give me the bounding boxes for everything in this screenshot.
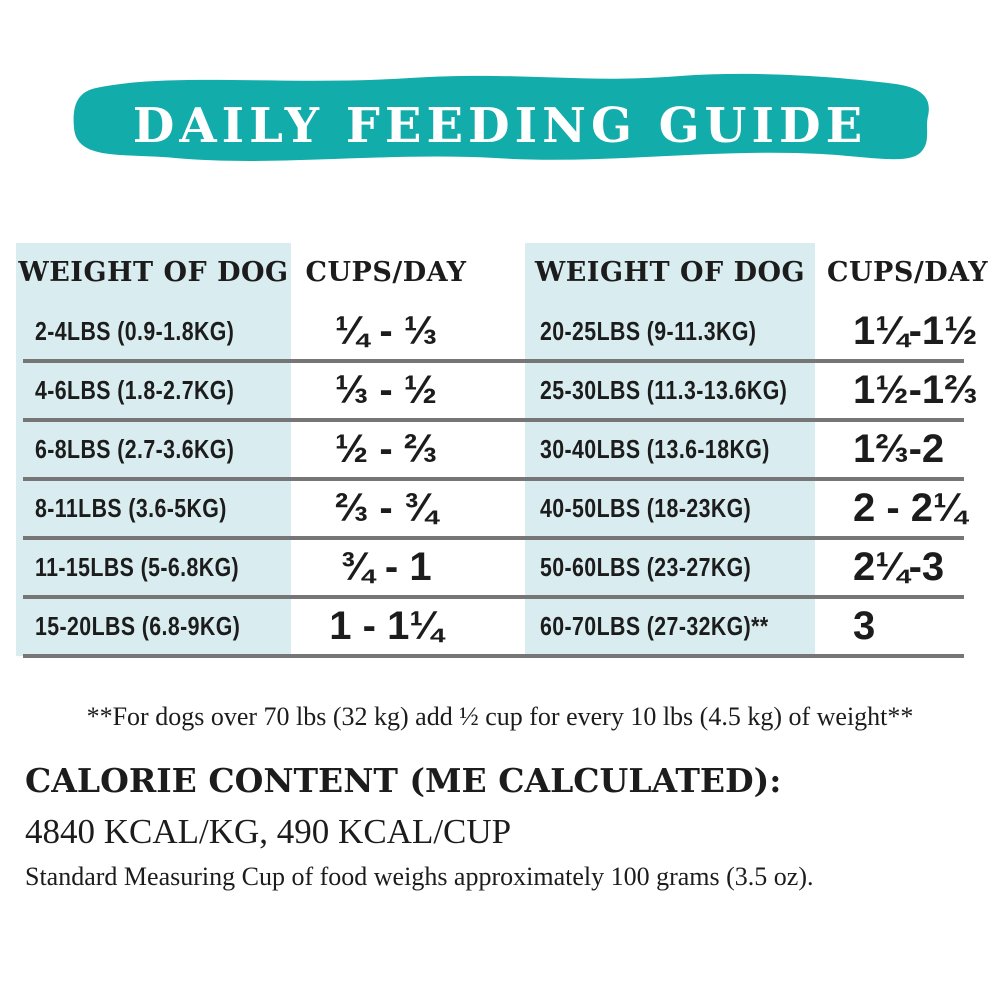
weight-value: 4-6LBS (1.8-2.7KG) [35,375,235,405]
table-row-weight: 50-60LBS (23-27KG) [525,538,815,597]
cups-value: 3 [853,604,876,648]
cups-value: ½ - ⅔ [334,427,438,471]
cups-value: 1 - 1¼ [329,604,443,648]
weight-value: 50-60LBS (23-27KG) [540,552,752,582]
weight-value: 20-25LBS (9-11.3KG) [540,316,757,346]
cups-value: ⅓ - ½ [334,368,438,412]
table-row-cups: ½ - ⅔ [291,420,481,479]
table-row-weight: 30-40LBS (13.6-18KG) [525,420,815,479]
table-row-weight: 6-8LBS (2.7-3.6KG) [16,420,291,479]
weight-value: 8-11LBS (3.6-5KG) [35,493,227,523]
overweight-footnote: **For dogs over 70 lbs (32 kg) add ½ cup… [86,702,914,731]
cups-value: 1¼-1½ [853,309,978,353]
banner-ribbon-shape [73,73,929,161]
table-row-cups: 2 - 2¼ [815,479,1000,538]
table-row-cups: 1¼-1½ [815,302,1000,361]
weight-value: 6-8LBS (2.7-3.6KG) [35,434,235,464]
row-divider [23,418,964,422]
cups-value: 1½-1⅔ [853,368,978,412]
table-row-weight: 40-50LBS (18-23KG) [525,479,815,538]
banner-title: DAILY FEEDING GUIDE [132,97,868,154]
table-row-cups: 1½-1⅔ [815,361,1000,420]
table-row-weight: 11-15LBS (5-6.8KG) [16,538,291,597]
table-row-weight: 60-70LBS (27-32KG)** [525,597,815,656]
table-row-cups: 1 - 1¼ [291,597,481,656]
banner: DAILY FEEDING GUIDE [60,62,940,177]
table-row-weight: 4-6LBS (1.8-2.7KG) [16,361,291,420]
weight-value: 25-30LBS (11.3-13.6KG) [540,375,788,405]
row-divider [23,595,964,599]
weight-value: 15-20LBS (6.8-9KG) [35,611,241,641]
calorie-content-heading: CALORIE CONTENT (ME CALCULATED): [25,761,782,800]
weight-value: 60-70LBS (27-32KG)** [540,611,769,641]
row-divider [23,536,964,540]
cups-header-left: CUPS/DAY [305,257,467,288]
weight-value: 11-15LBS (5-6.8KG) [35,552,240,582]
cups-value: 2¼-3 [853,545,945,589]
table-row-weight: 2-4LBS (0.9-1.8KG) [16,302,291,361]
calorie-values: 4840 KCAL/KG, 490 KCAL/CUP [25,812,512,851]
table-row-weight: 25-30LBS (11.3-13.6KG) [525,361,815,420]
weight-column-band-left [16,243,291,656]
row-divider [23,477,964,481]
table-row-cups: ¾ - 1 [291,538,481,597]
cups-header-right: CUPS/DAY [827,257,988,288]
table-row-cups: ⅔ - ¾ [291,479,481,538]
row-divider [23,359,964,363]
table-row-weight: 15-20LBS (6.8-9KG) [16,597,291,656]
cups-value: 1⅔-2 [853,427,945,471]
weight-value: 40-50LBS (18-23KG) [540,493,752,523]
table-row-cups: 3 [815,597,1000,656]
cups-value: ¼ - ⅓ [334,309,438,353]
weight-header-right: WEIGHT OF DOG [534,257,806,288]
table-row-cups: 1⅔-2 [815,420,1000,479]
weight-header-left: WEIGHT OF DOG [18,257,289,288]
cups-value: ¾ - 1 [340,545,432,589]
cups-value: 2 - 2¼ [853,486,967,530]
cups-value: ⅔ - ¾ [334,486,438,530]
table-row-cups: ⅓ - ½ [291,361,481,420]
weight-value: 2-4LBS (0.9-1.8KG) [35,316,235,346]
row-divider [23,654,964,658]
table-row-cups: ¼ - ⅓ [291,302,481,361]
table-row-weight: 8-11LBS (3.6-5KG) [16,479,291,538]
weight-column-band-right [525,243,815,656]
weight-value: 30-40LBS (13.6-18KG) [540,434,770,464]
measuring-cup-note: Standard Measuring Cup of food weighs ap… [25,862,814,891]
table-row-cups: 2¼-3 [815,538,1000,597]
table-row-weight: 20-25LBS (9-11.3KG) [525,302,815,361]
